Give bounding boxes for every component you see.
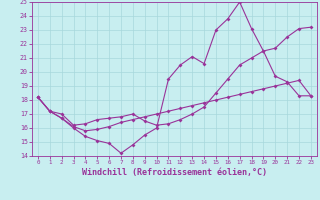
X-axis label: Windchill (Refroidissement éolien,°C): Windchill (Refroidissement éolien,°C) <box>82 168 267 177</box>
